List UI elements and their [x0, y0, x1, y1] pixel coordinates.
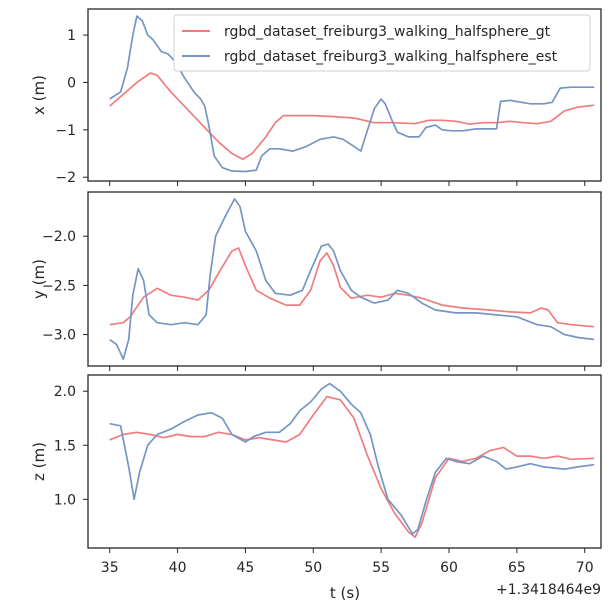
x-tick-label: 60 [440, 560, 458, 576]
panel-2-ylabel: z (m) [30, 442, 48, 481]
panel-2: 2.0 1.5 1.0 35 40 45 50 55 60 65 70 z (m) [30, 374, 602, 576]
panel-0-frame [87, 8, 602, 182]
panel-0-series [109, 15, 595, 173]
panel-0-est-line [109, 15, 595, 173]
x-tick-label: 45 [237, 560, 255, 576]
legend-label-gt: rgbd_dataset_freiburg3_walking_halfspher… [224, 24, 551, 40]
panel-0-ytick-label: 1 [67, 28, 76, 44]
panel-1-series [109, 198, 595, 360]
panel-2-frame [87, 374, 602, 549]
panel-1-ylabel: y (m) [30, 259, 48, 299]
panels-layer: 1 0 −1 −2 x (m) −2.0 −2.5 −3.0 y (m) 2.0 1.5 1.0 35 4… [30, 8, 602, 576]
panel-2-gt-line [109, 395, 595, 539]
panel-1-ytick-label: −2.5 [42, 278, 76, 294]
x-offset-label: +1.3418464e9 [496, 582, 601, 598]
panel-2-series [109, 382, 595, 539]
x-tick-label: 70 [576, 560, 594, 576]
x-tick-label: 35 [101, 560, 119, 576]
panel-2-ytick-label: 1.5 [54, 438, 76, 454]
panel-1-frame [87, 191, 602, 367]
panel-1: −2.0 −2.5 −3.0 y (m) [30, 191, 602, 371]
panel-0-ytick-label: −2 [55, 170, 76, 186]
x-tick-label: 55 [372, 560, 390, 576]
panel-2-ytick-label: 2.0 [54, 384, 76, 400]
legend: rgbd_dataset_freiburg3_walking_halfspher… [173, 14, 591, 72]
legend-label-est: rgbd_dataset_freiburg3_walking_halfspher… [224, 49, 558, 65]
panel-0-ylabel: x (m) [30, 75, 48, 115]
panel-2-est-line [109, 382, 595, 535]
legend-box [173, 14, 591, 72]
x-tick-label: 65 [508, 560, 526, 576]
panel-1-ytick-label: −3.0 [42, 328, 76, 344]
panel-2-ytick-label: 1.0 [54, 492, 76, 508]
panel-0-gt-line [109, 72, 595, 161]
panel-0-ytick-label: −1 [55, 123, 76, 139]
panel-0-ytick-label: 0 [67, 75, 76, 91]
x-axis-label: t (s) [330, 584, 360, 602]
x-tick-label: 50 [304, 560, 322, 576]
panel-1-est-line [109, 198, 595, 360]
panel-1-gt-line [109, 247, 595, 328]
panel-1-ytick-label: −2.0 [42, 229, 76, 245]
x-tick-label: 40 [169, 560, 187, 576]
panel-0: 1 0 −1 −2 x (m) [30, 8, 602, 186]
